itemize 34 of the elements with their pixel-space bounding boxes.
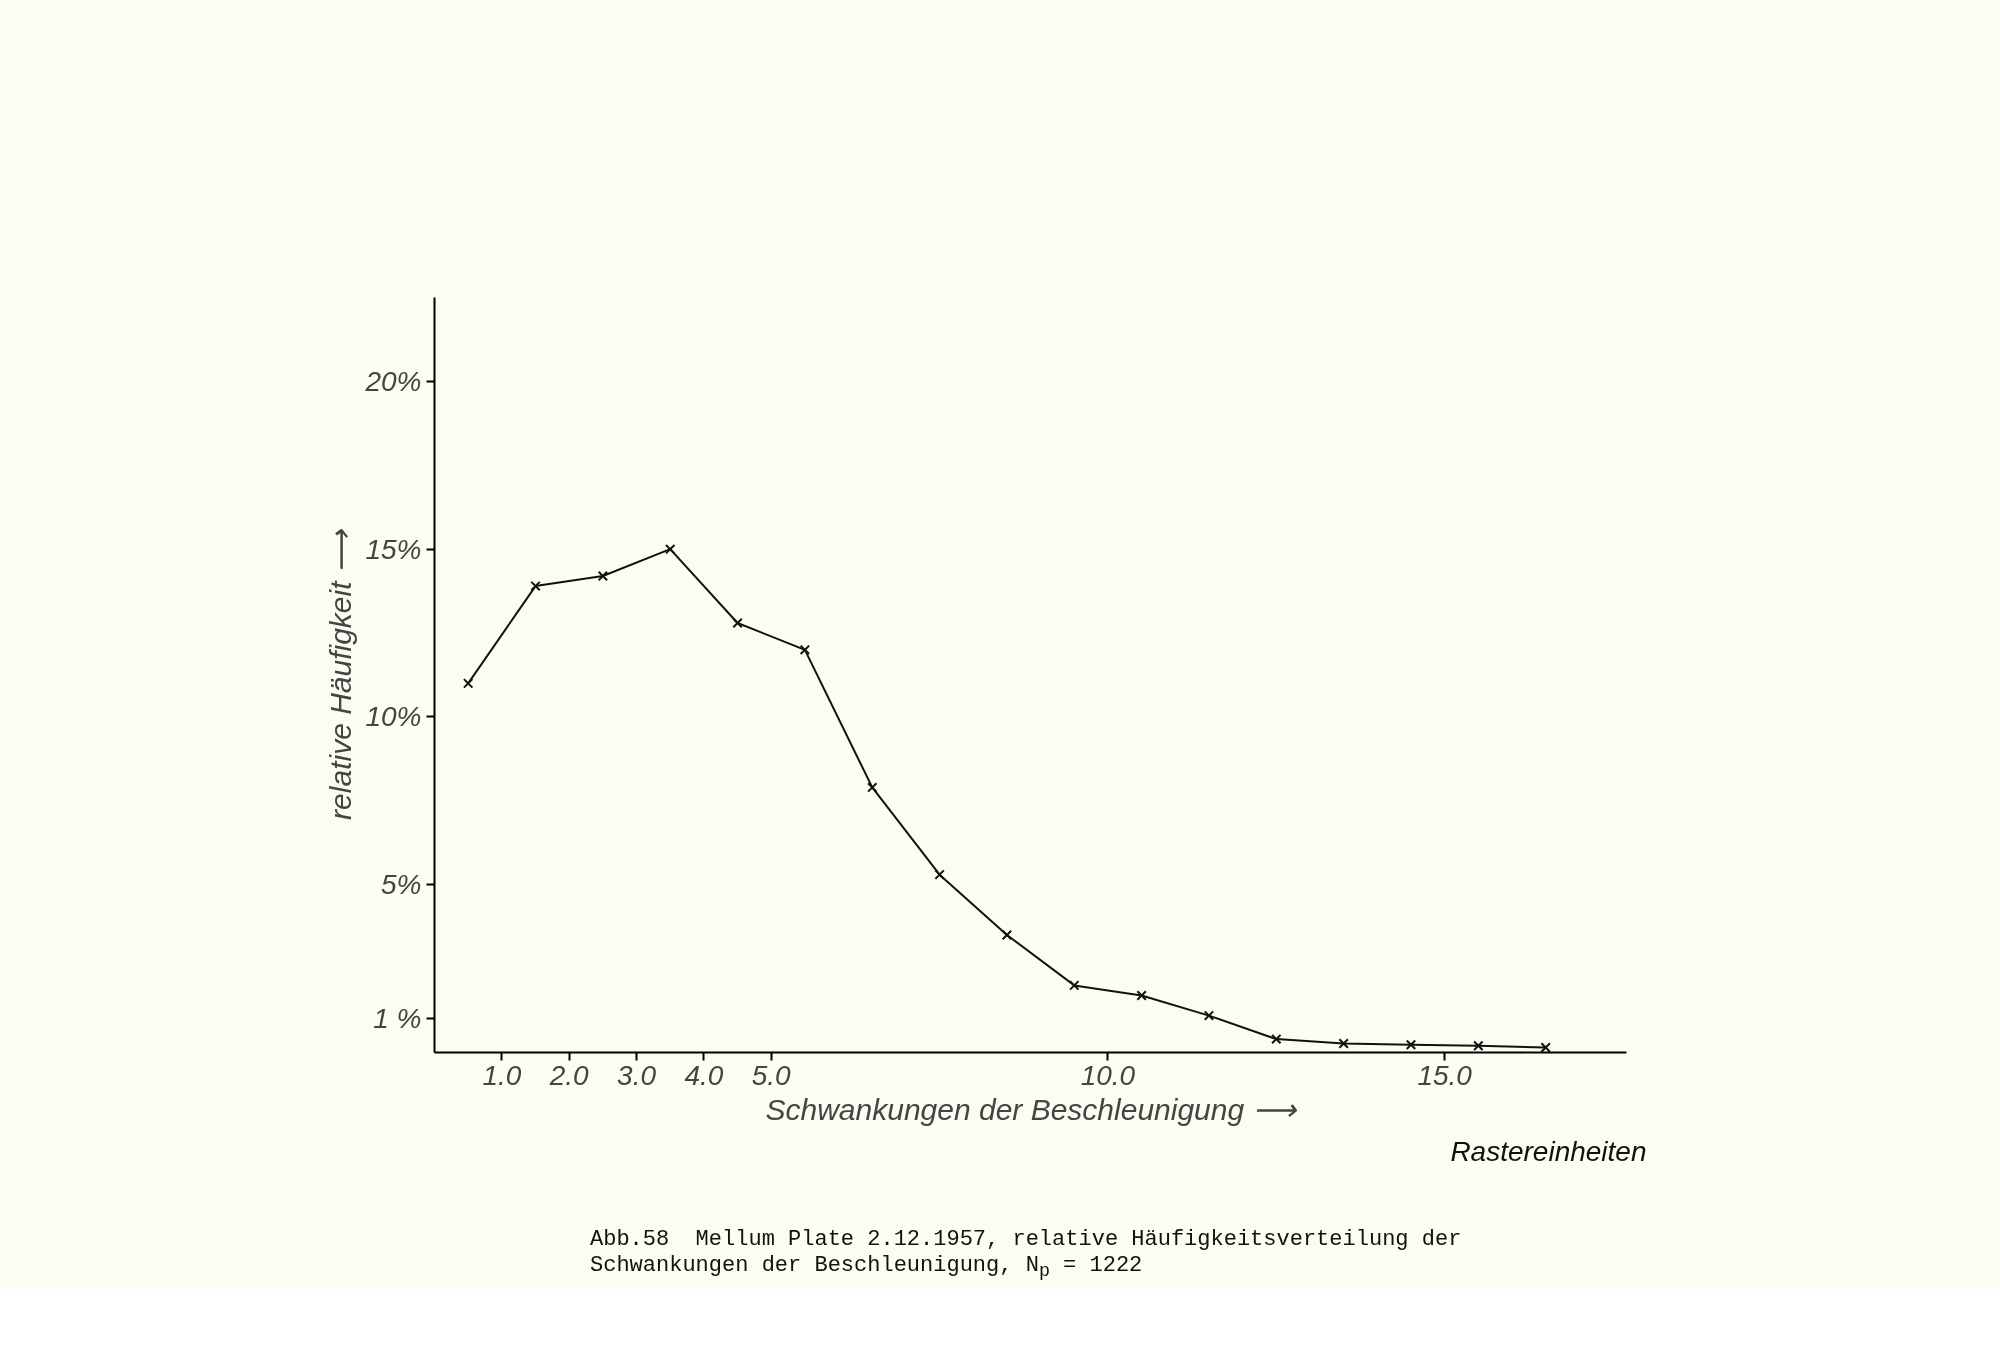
x-tick-label: 1.0 <box>482 1059 522 1091</box>
x-tick-label: 15.0 <box>1417 1059 1473 1091</box>
point <box>1136 990 1147 1001</box>
point <box>530 580 541 592</box>
point <box>1338 1038 1349 1049</box>
x-tick-label: 5.0 <box>751 1059 792 1091</box>
point <box>1405 1039 1417 1051</box>
y-tick-label: 1 % <box>373 1003 422 1035</box>
point <box>1069 980 1080 991</box>
point <box>1540 1042 1551 1053</box>
point <box>934 869 945 880</box>
point <box>597 570 609 582</box>
x-tick-label: 3.0 <box>617 1059 657 1091</box>
point <box>664 543 676 555</box>
y-tick-label: 15% <box>365 533 422 565</box>
point <box>1271 1033 1282 1045</box>
x-tick-label: 2.0 <box>548 1059 590 1091</box>
point <box>799 644 811 656</box>
y-tick-label: 10% <box>365 701 422 733</box>
point <box>462 678 474 689</box>
caption: Abb.58 Mellum Plate 2.12.1957, relative Häufigkeitsverteilung der <box>590 1227 1462 1252</box>
point <box>732 617 743 629</box>
y-axis-title: relative Häufigkeit ⟶ <box>324 528 358 820</box>
text: Rastereinheiten <box>1450 1135 1647 1167</box>
point <box>867 782 878 793</box>
x-axis-title: Schwankungen der Beschleunigung ⟶ <box>765 1092 1298 1126</box>
point <box>1001 929 1013 941</box>
y-tick-label: 20% <box>364 365 422 397</box>
x-tick-label: 10.0 <box>1080 1059 1136 1091</box>
x-tick-label: 4.0 <box>684 1059 724 1091</box>
y-tick-label: 5% <box>381 869 422 901</box>
point <box>1473 1040 1484 1052</box>
text: Schwankungen der Beschleunigung, N$_{p}$ = 1222 <box>590 1253 1143 1283</box>
point <box>1203 1010 1215 1021</box>
